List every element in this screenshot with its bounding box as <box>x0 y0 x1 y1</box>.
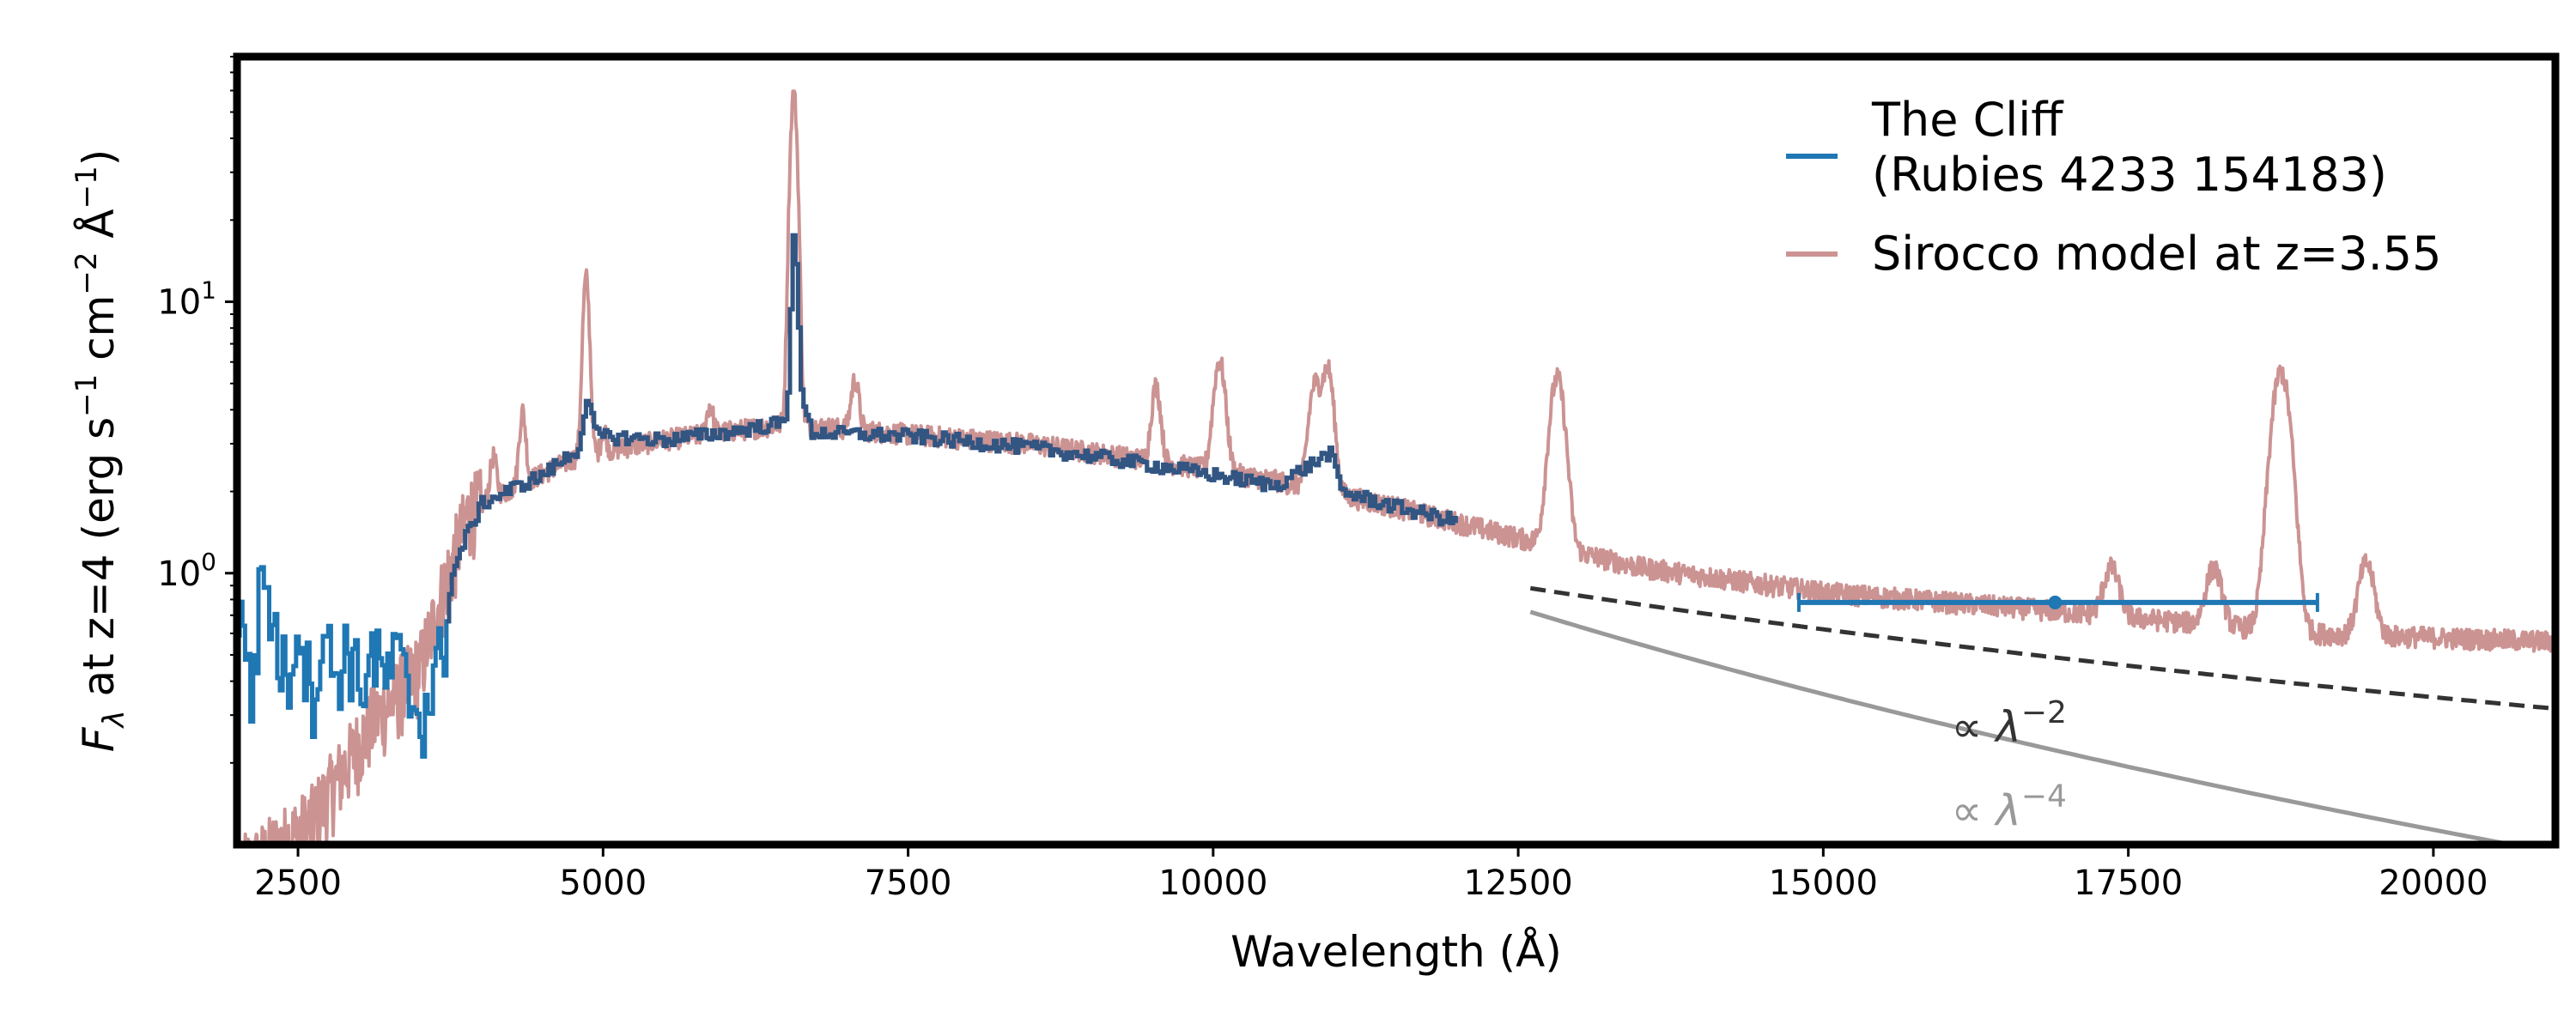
powerlaw-annotation-minus4: ∝ λ−4 <box>1952 779 2067 835</box>
x-tick-label: 15000 <box>1769 863 1878 903</box>
legend: The Cliff (Rubies 4233 154183) Sirocco m… <box>1786 93 2441 281</box>
powerlaw-annotation-minus2: ∝ λ−2 <box>1952 695 2067 752</box>
x-tick-label: 20000 <box>2379 863 2488 903</box>
y-axis-text: at z=4 (erg s <box>74 417 124 711</box>
y-axis-exp1: −1 <box>70 374 104 417</box>
y-axis-symbol: F <box>74 726 124 752</box>
legend-label-model: Sirocco model at z=3.55 <box>1872 227 2441 281</box>
y-axis-title: Fλ at z=4 (erg s−1 cm−2 Å−1) <box>70 149 131 753</box>
y-axis-close: ) <box>74 149 124 167</box>
plot-frame <box>233 52 2560 849</box>
legend-label-cliff-line2: (Rubies 4233 154183) <box>1872 148 2387 202</box>
y-axis-mid: cm <box>74 295 124 374</box>
x-tick-label: 17500 <box>2074 863 2183 903</box>
overlap-spectrum-line <box>446 233 1458 624</box>
x-tick-label: 12500 <box>1463 863 1572 903</box>
y-tick-label: 100 <box>157 548 216 594</box>
y-tick-label: 101 <box>157 276 216 323</box>
annotations: ∝ λ−2 ∝ λ−4 <box>1952 695 2067 835</box>
y-axis-exp3: −1 <box>70 166 104 209</box>
model-spectrum-line <box>243 89 2555 845</box>
plot-area <box>237 89 2555 845</box>
powerlaw-minus4-line <box>1529 609 2524 845</box>
x-tick-label: 5000 <box>559 863 647 903</box>
x-tick-label: 10000 <box>1158 863 1267 903</box>
x-axis-ticks: 2500 5000 7500 10000 12500 15000 17500 20000 <box>254 845 2488 903</box>
x-axis-title: Wavelength (Å) <box>1230 927 1562 977</box>
y-axis-end: Å <box>74 209 124 251</box>
y-axis-ticks: 100 101 <box>157 56 237 764</box>
legend-label-cliff-line1: The Cliff <box>1871 93 2064 147</box>
powerlaw-minus2-line <box>1529 585 2555 712</box>
photometry-marker <box>2048 595 2063 609</box>
y-axis-exp2: −2 <box>70 252 104 295</box>
y-axis-subscript: λ <box>97 710 131 729</box>
x-tick-label: 7500 <box>865 863 952 903</box>
photometry-point <box>1796 592 2319 612</box>
x-tick-label: 2500 <box>254 863 342 903</box>
